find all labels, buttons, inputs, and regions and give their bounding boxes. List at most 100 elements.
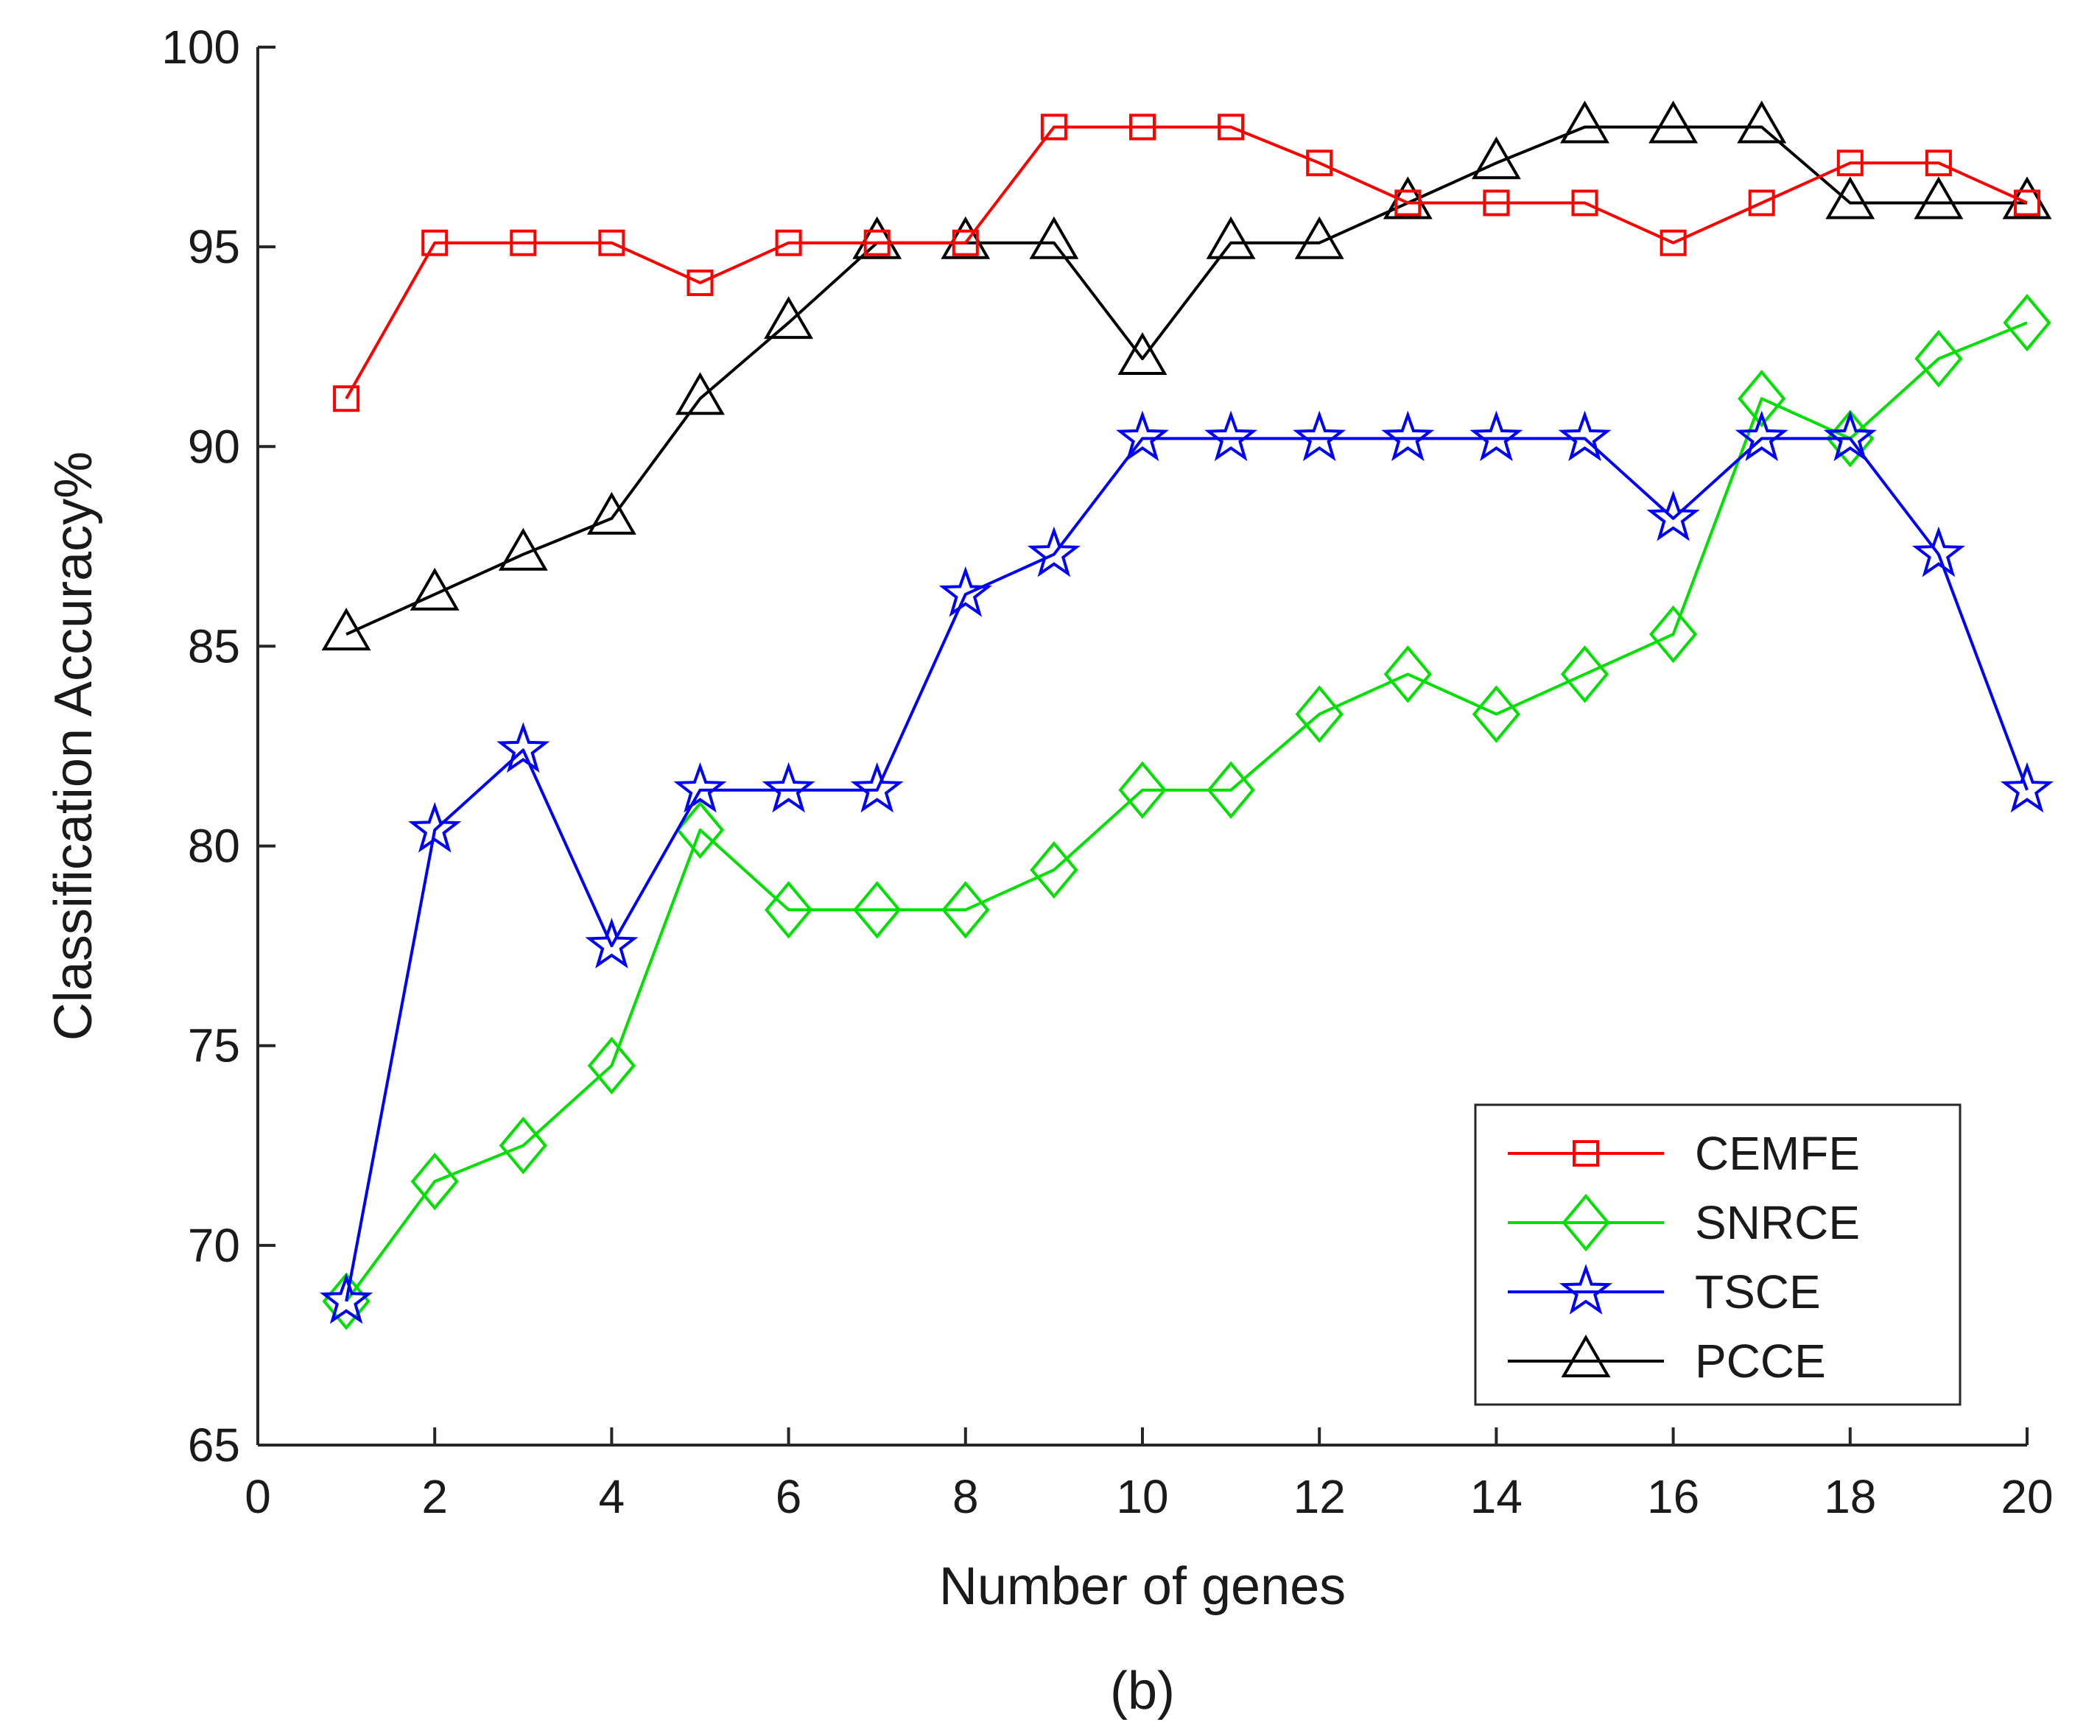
x-tick-label: 4 (599, 1470, 625, 1523)
data-point-pcce (1117, 331, 1167, 375)
data-point-snrce (941, 881, 990, 939)
data-point-pcce (675, 372, 725, 415)
data-point-pcce (1737, 100, 1787, 144)
data-point-snrce (1472, 685, 1521, 743)
data-point-cemfe (952, 229, 979, 256)
legend-marker-cemfe (1573, 1140, 1599, 1167)
legend-label-tsce: TSCE (1695, 1265, 1821, 1318)
legend-item-pcce: PCCE (1508, 1334, 1826, 1388)
data-point-tsce (1381, 410, 1435, 462)
data-point-tsce (408, 801, 462, 853)
x-tick-label: 14 (1470, 1470, 1523, 1523)
data-point-cemfe (1483, 189, 1510, 217)
data-point-cemfe (1660, 229, 1687, 256)
data-point-tsce (496, 722, 550, 773)
data-point-cemfe (1748, 189, 1775, 217)
data-point-cemfe (333, 385, 360, 412)
data-point-snrce (587, 1036, 636, 1094)
series-line-pcce (345, 125, 2027, 636)
data-point-snrce (499, 1117, 547, 1175)
data-point-tsce (1469, 410, 1523, 462)
data-point-tsce (320, 1273, 373, 1324)
data-point-tsce (1204, 410, 1258, 462)
data-point-snrce (2003, 294, 2051, 352)
data-point-cemfe (1040, 113, 1067, 141)
data-point-tsce (2000, 762, 2054, 813)
x-ticks: 0 2 4 6 8 10 12 14 16 18 20 (245, 1427, 2054, 1523)
series-pcce (321, 100, 2052, 651)
y-tick-label: 95 (188, 220, 240, 273)
data-point-tsce (1735, 410, 1788, 462)
legend-item-snrce: SNRCE (1508, 1193, 1860, 1252)
data-point-pcce (498, 527, 548, 571)
y-tick-label: 65 (188, 1419, 240, 1472)
legend-item-cemfe: CEMFE (1508, 1127, 1860, 1180)
data-point-tsce (1115, 410, 1170, 462)
y-tick-label: 85 (188, 619, 240, 672)
data-point-snrce (1914, 329, 1963, 388)
data-point-pcce (1560, 100, 1609, 144)
data-point-cemfe (1129, 113, 1156, 141)
data-point-cemfe (1394, 189, 1422, 217)
legend-marker-snrce (1562, 1193, 1610, 1252)
x-tick-label: 12 (1293, 1470, 1346, 1523)
legend-entries: CEMFE SNRCE TSCE PCCE (1508, 1127, 1860, 1388)
x-tick-label: 8 (952, 1470, 979, 1523)
data-point-snrce (1383, 645, 1432, 703)
data-point-pcce (321, 608, 371, 651)
y-ticks: 65 70 75 80 85 90 95 100 (161, 21, 275, 1472)
data-point-cemfe (1836, 150, 1864, 177)
y-axis-title: Classification Accuracy% (44, 451, 103, 1041)
x-tick-label: 0 (245, 1470, 271, 1523)
data-point-tsce (1646, 490, 1700, 541)
data-point-pcce (1825, 176, 1875, 219)
x-tick-label: 18 (1824, 1470, 1876, 1523)
data-point-snrce (1118, 761, 1167, 819)
legend: CEMFE SNRCE TSCE PCCE (1474, 1103, 1962, 1406)
data-point-cemfe (863, 229, 891, 256)
data-point-cemfe (598, 229, 625, 256)
data-point-tsce (1027, 526, 1081, 577)
data-point-tsce (850, 762, 904, 813)
series-line-cemfe (345, 125, 2028, 400)
data-point-snrce (410, 1152, 459, 1211)
axes: 0 2 4 6 8 10 12 14 16 18 20 65 70 75 80 85 90 95 100 (161, 21, 2053, 1523)
data-point-pcce (941, 216, 991, 259)
x-tick-label: 16 (1647, 1470, 1699, 1523)
data-point-snrce (1560, 645, 1609, 703)
data-point-snrce (1295, 685, 1344, 743)
data-point-pcce (1471, 136, 1521, 180)
y-tick-label: 100 (161, 21, 240, 74)
series-cemfe (333, 113, 2040, 412)
data-point-cemfe (510, 229, 537, 256)
figure-caption: (b) (1110, 1662, 1175, 1721)
data-point-cemfe (1218, 113, 1245, 141)
data-point-pcce (764, 296, 814, 340)
data-point-cemfe (421, 229, 449, 256)
data-point-tsce (1823, 410, 1877, 462)
x-tick-label: 2 (421, 1470, 448, 1523)
y-tick-label: 80 (188, 820, 240, 873)
series-line-tsce (345, 437, 2029, 1302)
data-point-snrce (764, 881, 813, 939)
data-point-pcce (1914, 176, 1964, 219)
y-tick-label: 70 (188, 1219, 240, 1272)
y-tick-label: 75 (188, 1019, 240, 1072)
data-point-snrce (853, 881, 902, 939)
y-tick-label: 90 (188, 420, 240, 473)
data-point-cemfe (1925, 150, 1952, 177)
x-axis-title: Number of genes (939, 1557, 1346, 1616)
data-point-pcce (1029, 216, 1079, 259)
data-point-pcce (852, 216, 902, 259)
data-point-tsce (1293, 410, 1346, 462)
x-tick-label: 20 (2001, 1470, 2053, 1523)
data-point-tsce (1558, 410, 1612, 462)
data-point-tsce (585, 918, 639, 969)
data-point-cemfe (1306, 150, 1333, 177)
data-point-pcce (2002, 176, 2052, 219)
series-tsce (320, 410, 2054, 1324)
data-point-cemfe (686, 269, 714, 296)
data-point-cemfe (1571, 189, 1598, 217)
data-point-snrce (675, 801, 725, 860)
